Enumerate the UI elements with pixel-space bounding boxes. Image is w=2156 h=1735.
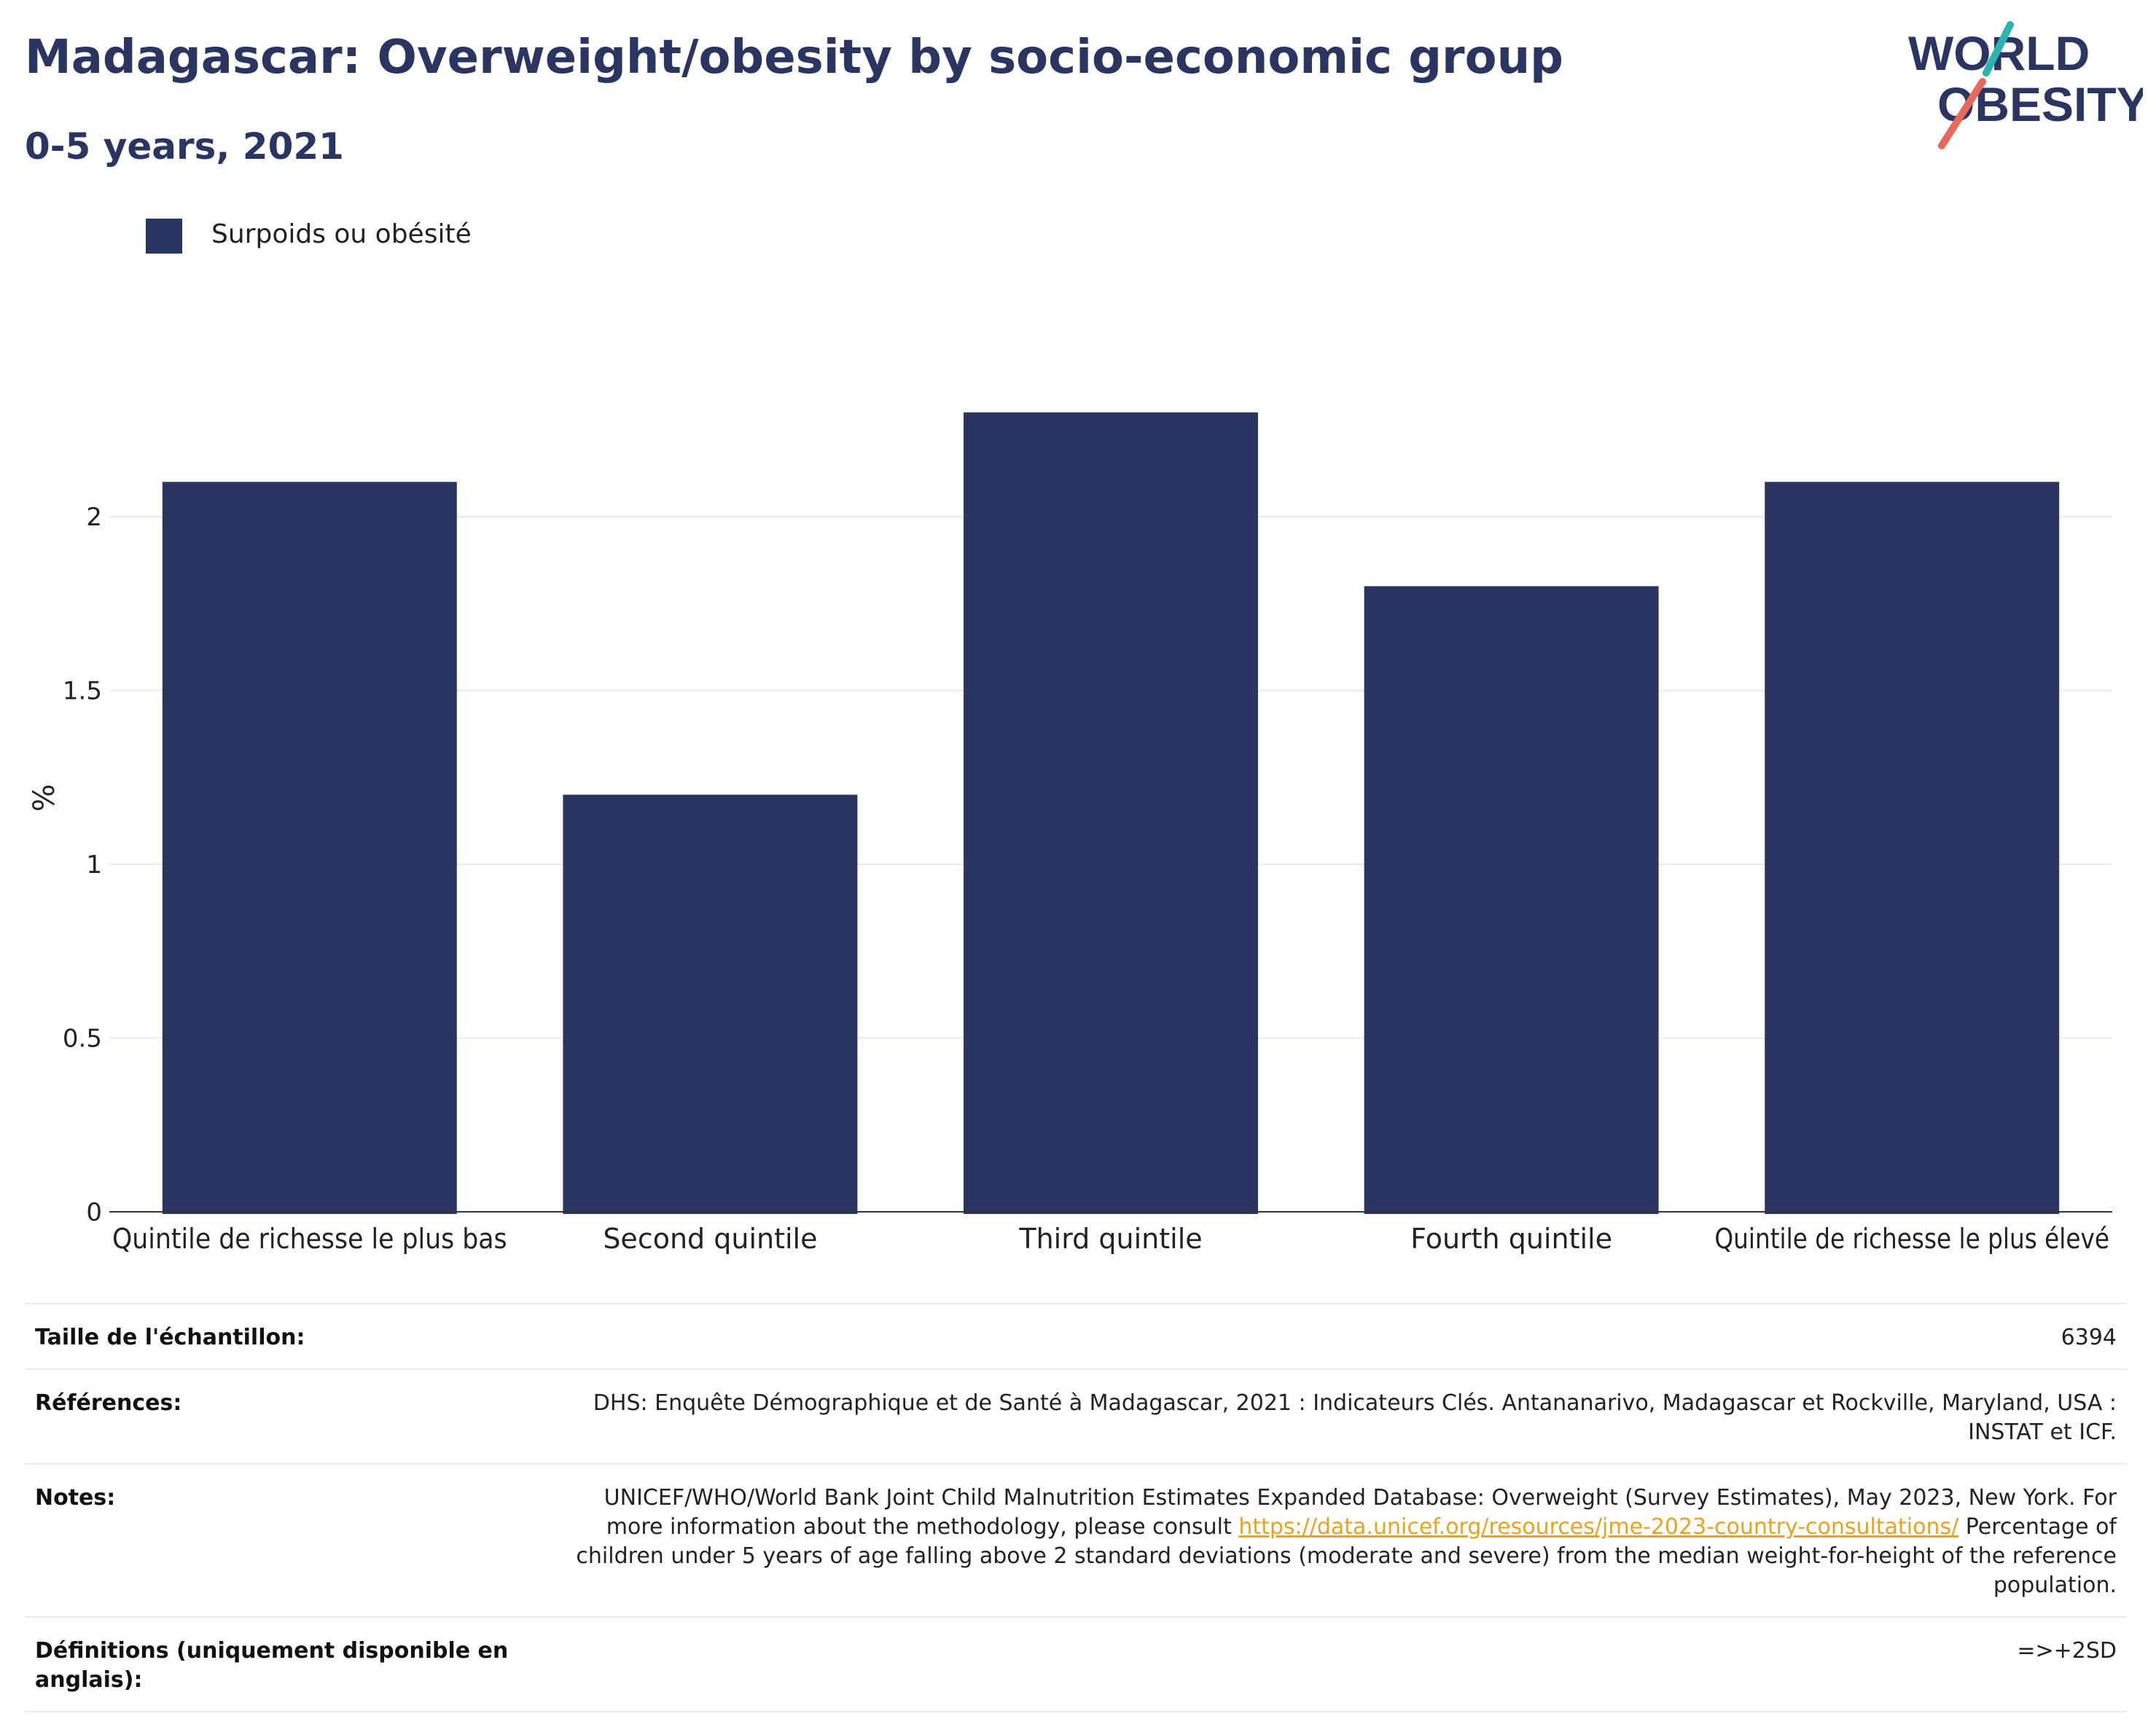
logo-teal-stroke: [1983, 21, 2014, 77]
references-value: DHS: Enquête Démographique et de Santé à…: [593, 1390, 2117, 1445]
x-tick-label: Fourth quintile: [1410, 1223, 1612, 1255]
chart-title: Madagascar: Overweight/obesity by socio-…: [25, 31, 1563, 85]
notes-text-2: Percentage of children under 5 years of …: [576, 1514, 2117, 1598]
label-layer: 0 0.5 1 1.5 2 Quintile de richesse le plus ba…: [28, 503, 2109, 1255]
definitions-row: Définitions (uniquement disponible en an…: [25, 1616, 2127, 1712]
bar: [563, 794, 858, 1214]
y-tick-label: 0.5: [63, 1025, 102, 1054]
x-tick-label: Quintile de richesse le plus élevé: [1714, 1223, 2109, 1255]
definitions-value: =>+2SD: [2017, 1638, 2117, 1664]
y-axis-title: %: [28, 784, 61, 812]
notes-row: Notes: UNICEF/WHO/World Bank Joint Child…: [25, 1463, 2127, 1616]
info-table: Taille de l'échantillon: 6394 Références…: [25, 1303, 2127, 1712]
references-row: Références: DHS: Enquête Démographique e…: [25, 1368, 2127, 1463]
bar: [1765, 482, 2060, 1214]
sample-size-label: Taille de l'échantillon:: [35, 1325, 305, 1350]
bar: [964, 412, 1258, 1214]
sample-size-value: 6394: [2061, 1325, 2117, 1350]
sample-size-row: Taille de l'échantillon: 6394: [25, 1303, 2127, 1368]
chart-subtitle: 0-5 years, 2021: [25, 125, 344, 168]
legend-label: Surpoids ou obésité: [211, 219, 472, 249]
x-tick-label: Second quintile: [603, 1223, 817, 1255]
y-tick-label: 2: [86, 503, 102, 532]
y-tick-label: 1.5: [63, 677, 102, 706]
definitions-label: Définitions (uniquement disponible en an…: [35, 1638, 509, 1693]
bar-chart: 0 0.5 1 1.5 2 Quintile de richesse le plus ba…: [28, 412, 2112, 1255]
bar: [1364, 586, 1659, 1214]
notes-link[interactable]: https://data.unicef.org/resources/jme-20…: [1238, 1514, 1959, 1540]
y-tick-label: 0: [86, 1198, 102, 1227]
bar-layer: [162, 412, 2060, 1214]
x-tick-label: Third quintile: [1018, 1223, 1202, 1255]
notes-value: UNICEF/WHO/World Bank Joint Child Malnut…: [550, 1484, 2117, 1600]
references-label: Références:: [35, 1390, 182, 1416]
notes-text-1: UNICEF/WHO/World Bank Joint Child Malnut…: [604, 1485, 2117, 1540]
bar: [162, 482, 457, 1214]
notes-label: Notes:: [35, 1485, 116, 1511]
y-tick-label: 1: [86, 850, 102, 880]
world-obesity-logo: WORLD OBESITY: [1908, 21, 2143, 149]
x-tick-label: Quintile de richesse le plus bas: [112, 1223, 507, 1255]
logo-red-stroke: [1938, 78, 1986, 149]
legend-swatch: [146, 219, 182, 254]
